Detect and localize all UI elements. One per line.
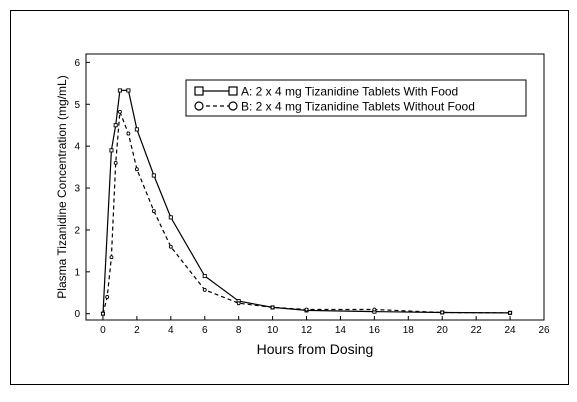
series-b-point [113,160,118,165]
legend-square-marker [228,86,238,96]
legend-label: B: 2 x 4 mg Tizanidine Tablets Without F… [241,100,475,114]
series-a-point [134,127,139,132]
series-b-point [134,167,139,172]
legend: A: 2 x 4 mg Tizanidine Tablets With Food… [185,79,527,117]
series-b-point [101,311,105,316]
x-tick-label: 12 [301,325,313,336]
series-a-point [168,215,173,220]
series-b-point [440,310,445,315]
y-axis-ticks: 0 1 2 3 4 5 6 [74,58,90,320]
series-b-point [126,131,131,136]
y-tick-label: 3 [74,184,80,195]
x-axis-ticks: 0 2 4 6 8 10 12 14 16 18 20 22 24 26 [100,316,550,336]
x-tick-label: 16 [369,325,381,336]
x-tick-label: 18 [403,325,415,336]
series-b-point [508,310,513,315]
x-tick-label: 4 [168,325,174,336]
series-b-point [304,307,309,312]
series-b-point [372,307,377,312]
x-tick-label: 8 [236,325,242,336]
series-layer [100,88,513,316]
y-axis-title: Plasma Tizanidine Concentration (mg/mL) [55,75,69,298]
x-tick-label: 2 [134,325,140,336]
series-a-line [102,89,511,314]
series-b-point [151,209,156,214]
x-tick-label: 22 [471,325,483,336]
legend-circle-marker [228,101,238,111]
legend-box [185,79,527,117]
series-b-point [236,301,241,306]
series-a-point [109,148,114,153]
x-axis-title: Hours from Dosing [257,341,374,357]
legend-circle-marker [194,101,204,111]
series-a-point [113,123,118,128]
series-b-point [202,287,207,292]
x-tick-label: 24 [505,325,517,336]
series-b-point [168,244,173,249]
x-tick-label: 0 [100,325,106,336]
y-tick-label: 4 [74,142,80,153]
x-tick-label: 26 [538,325,550,336]
series-a-point [151,173,156,178]
legend-label: A: 2 x 4 mg Tizanidine Tablets With Food [241,85,458,99]
plot-area-frame [85,53,545,321]
y-tick-label: 2 [74,225,80,236]
x-tick-label: 14 [335,325,347,336]
y-tick-label: 0 [74,309,80,320]
x-tick-label: 20 [437,325,449,336]
series-a-point [202,273,207,279]
legend-square-marker [194,86,204,96]
series-b-point [270,305,275,310]
series-a-point [126,88,131,93]
figure-frame [10,10,569,385]
y-tick-label: 1 [74,267,80,278]
series-b-point [117,109,122,114]
x-tick-label: 10 [267,325,279,336]
y-tick-label: 6 [74,58,80,69]
y-tick-label: 5 [74,100,80,111]
series-b-line [102,111,511,314]
series-a-point [117,88,122,93]
series-b-point [109,255,114,260]
x-tick-label: 6 [202,325,208,336]
series-b-point [105,295,110,299]
